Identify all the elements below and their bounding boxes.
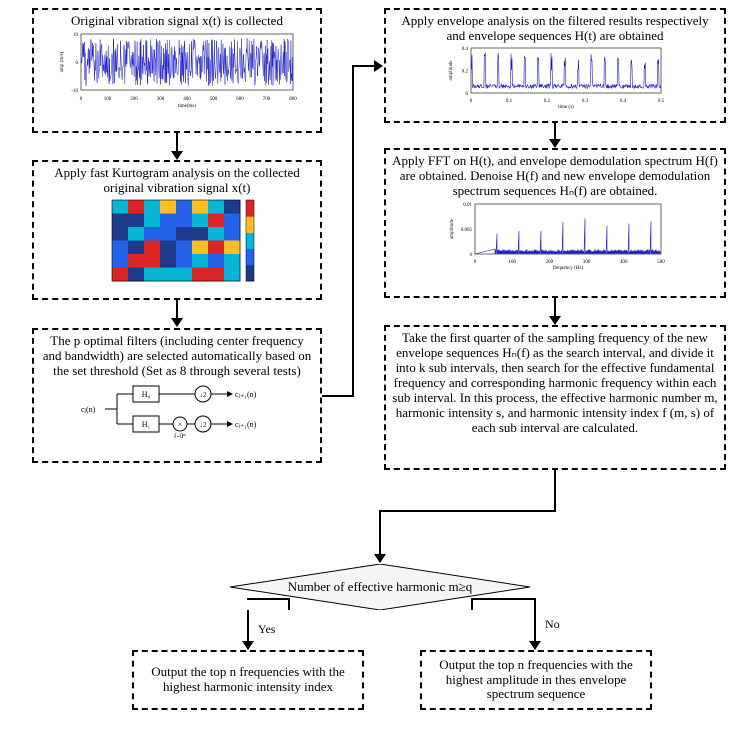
box-text: Apply envelope analysis on the filtered … [392, 14, 718, 44]
decision-text: Number of effective harmonic m≥q [230, 564, 530, 610]
svg-text:500: 500 [210, 97, 218, 102]
svg-text:200: 200 [130, 97, 138, 102]
envelope-chart: 0 0.1 0.2 0.3 0.4 0.5 0 0.2 0.4 time (s) amplitude [392, 44, 718, 110]
svg-text:amp (m/s): amp (m/s) [60, 51, 65, 72]
svg-text:400: 400 [183, 97, 191, 102]
svg-text:0.2: 0.2 [544, 99, 551, 104]
arrow-head-down [549, 316, 561, 325]
arrow [288, 598, 290, 610]
svg-text:time(ms): time(ms) [178, 104, 196, 108]
box-envelope: Apply envelope analysis on the filtered … [384, 8, 726, 123]
svg-text:0: 0 [470, 253, 473, 258]
svg-text:0: 0 [470, 99, 473, 104]
box-text: Apply FFT on H(t), and envelope demodula… [392, 154, 718, 199]
box-signal-collected: Original vibration signal x(t) is collec… [32, 8, 322, 133]
svg-text:300: 300 [157, 97, 165, 102]
arrow-head-down [374, 554, 386, 563]
label-no: No [545, 617, 560, 632]
label-yes: Yes [258, 622, 275, 637]
decision-harmonic: Number of effective harmonic m≥q [230, 564, 530, 610]
filter-block-diagram: cⱼ(n) H₀ H₁ × (-j)ⁿ ↓2 ↓2 cⱼ₊₁(n) cⱼ₊₁(n) [40, 379, 314, 439]
svg-text:H₀: H₀ [142, 390, 151, 399]
arrow [379, 510, 381, 556]
arrow-head-down [549, 139, 561, 148]
arrow-head-down [171, 151, 183, 160]
box-search: Take the first quarter of the sampling f… [384, 325, 726, 470]
box-fft: Apply FFT on H(t), and envelope demodula… [384, 148, 726, 298]
svg-text:0: 0 [76, 61, 79, 66]
arrow [471, 598, 473, 610]
svg-text:0.2: 0.2 [462, 70, 469, 75]
svg-text:0: 0 [474, 260, 477, 265]
arrow [379, 510, 556, 512]
box-output-yes: Output the top n frequencies with the hi… [132, 650, 364, 710]
svg-text:↓2: ↓2 [200, 391, 208, 399]
arrow [352, 65, 376, 67]
svg-text:(-j)ⁿ: (-j)ⁿ [174, 432, 186, 438]
svg-text:200: 200 [546, 260, 554, 265]
svg-text:cⱼ₊₁(n): cⱼ₊₁(n) [235, 420, 257, 429]
box-text: Apply fast Kurtogram analysis on the col… [40, 166, 314, 196]
svg-text:0.01: 0.01 [463, 203, 472, 208]
svg-text:0.005: 0.005 [461, 228, 473, 233]
arrow [247, 610, 249, 643]
svg-text:time (s): time (s) [558, 105, 574, 109]
svg-text:amplitude: amplitude [450, 218, 455, 239]
svg-text:0.1: 0.1 [506, 99, 513, 104]
svg-text:100: 100 [104, 97, 112, 102]
arrow-head-down [171, 318, 183, 327]
arrow [554, 298, 556, 318]
svg-text:700: 700 [263, 97, 271, 102]
arrow-head-down [529, 641, 541, 650]
svg-text:-10: -10 [71, 89, 78, 94]
arrow [176, 133, 178, 153]
svg-text:500: 500 [657, 260, 665, 265]
svg-text:cⱼ(n): cⱼ(n) [81, 405, 96, 414]
box-text: Output the top n frequencies with the hi… [140, 665, 356, 695]
svg-text:0.4: 0.4 [462, 47, 469, 52]
svg-text:amplitude: amplitude [449, 60, 454, 81]
svg-text:600: 600 [236, 97, 244, 102]
box-kurtogram: Apply fast Kurtogram analysis on the col… [32, 160, 322, 300]
svg-text:10: 10 [73, 33, 79, 38]
box-filters: The p optimal filters (including center … [32, 328, 322, 463]
arrow-head-right [374, 60, 383, 72]
arrow [352, 65, 354, 397]
svg-text:×: × [178, 420, 183, 429]
svg-text:0: 0 [80, 97, 83, 102]
arrow [322, 395, 354, 397]
svg-text:100: 100 [508, 260, 516, 265]
box-text: Output the top n frequencies with the hi… [428, 658, 644, 703]
spectrum-chart: 0 100 200 300 400 500 0 0.005 0.01 frequency (Hz)… [392, 199, 718, 271]
svg-text:frequency (Hz): frequency (Hz) [553, 266, 584, 270]
svg-text:400: 400 [620, 260, 628, 265]
box-text: Take the first quarter of the sampling f… [392, 331, 718, 436]
arrow [247, 598, 290, 600]
arrow [176, 300, 178, 320]
arrow [554, 470, 556, 510]
box-text: Original vibration signal x(t) is collec… [71, 14, 283, 29]
svg-text:300: 300 [583, 260, 591, 265]
arrow-head-down [242, 641, 254, 650]
svg-text:800: 800 [289, 97, 297, 102]
svg-text:0.5: 0.5 [658, 99, 665, 104]
arrow [534, 598, 536, 643]
box-output-no: Output the top n frequencies with the hi… [420, 650, 652, 710]
svg-text:cⱼ₊₁(n): cⱼ₊₁(n) [235, 390, 257, 399]
box-text: The p optimal filters (including center … [40, 334, 314, 379]
arrow [471, 598, 536, 600]
vibration-chart: 0100200300400500600700800-10010time(ms)a… [40, 29, 314, 109]
svg-text:↓2: ↓2 [200, 421, 208, 429]
kurtogram-chart [40, 196, 314, 291]
svg-text:0: 0 [466, 92, 469, 97]
svg-text:0.3: 0.3 [582, 99, 589, 104]
svg-text:0.4: 0.4 [620, 99, 627, 104]
svg-text:H₁: H₁ [142, 420, 151, 429]
